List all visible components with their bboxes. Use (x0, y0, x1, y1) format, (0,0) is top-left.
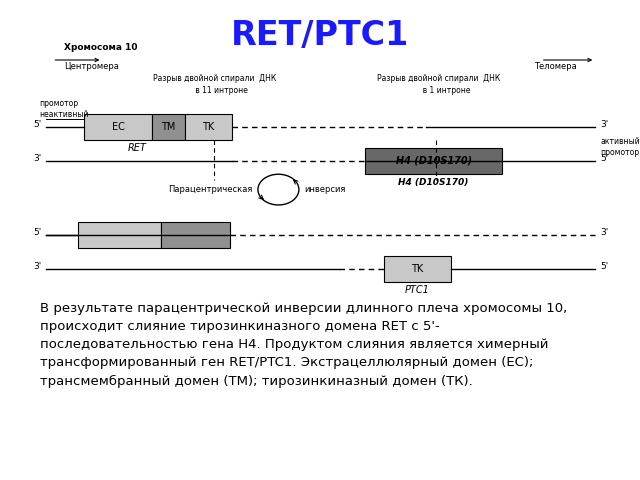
Text: Разрыв двойной спирали  ДНК
       в 1 интроне: Разрыв двойной спирали ДНК в 1 интроне (377, 74, 500, 95)
Text: В результате парацентрической инверсии длинного плеча хромосомы 10,
происходит с: В результате парацентрической инверсии д… (40, 302, 567, 387)
Bar (152, 114, 185, 141)
Bar (161, 222, 230, 249)
Text: 3': 3' (600, 120, 609, 129)
Text: TK: TK (202, 122, 214, 132)
Text: инверсия: инверсия (304, 185, 346, 194)
Text: TK: TK (412, 264, 424, 274)
Text: H4 (D10S170): H4 (D10S170) (396, 156, 472, 166)
Text: Центромера: Центромера (64, 62, 119, 71)
Text: Разрыв двойной спирали  ДНК
      в 11 интроне: Разрыв двойной спирали ДНК в 11 интроне (153, 74, 276, 95)
Text: 5': 5' (33, 228, 42, 237)
Text: PTC1: PTC1 (405, 285, 430, 295)
Text: H4 (D10S170): H4 (D10S170) (399, 178, 468, 187)
Text: Теломера: Теломера (534, 62, 577, 71)
Text: 5': 5' (600, 154, 609, 163)
Text: Парацентрическая: Парацентрическая (168, 185, 253, 194)
Bar (365, 148, 502, 174)
Bar (185, 114, 232, 141)
Bar (78, 222, 161, 249)
Text: Хромосома 10: Хромосома 10 (64, 44, 138, 52)
Text: EC: EC (111, 122, 125, 132)
Text: TM: TM (161, 122, 175, 132)
Text: активный
промотор: активный промотор (600, 137, 640, 157)
Text: RET/PTC1: RET/PTC1 (231, 19, 409, 52)
Text: 3': 3' (33, 262, 42, 271)
Bar (384, 255, 451, 282)
Text: 5': 5' (600, 262, 609, 271)
Text: 5': 5' (33, 120, 42, 129)
Text: 3': 3' (33, 154, 42, 163)
Text: RET: RET (128, 143, 147, 153)
Text: 3': 3' (600, 228, 609, 237)
Bar (84, 114, 152, 141)
Text: промотор
неактивный: промотор неактивный (40, 99, 89, 119)
